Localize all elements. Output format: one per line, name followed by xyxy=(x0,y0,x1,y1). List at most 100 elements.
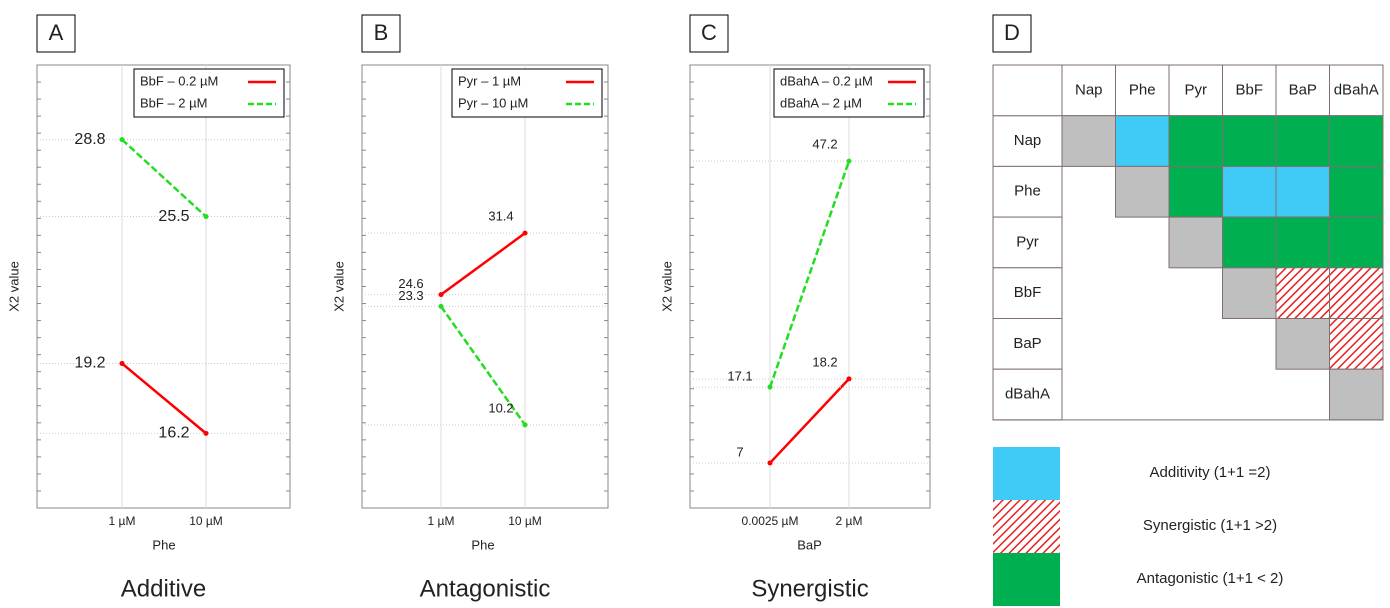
series-line xyxy=(768,160,851,388)
value-label: 16.2 xyxy=(158,425,189,442)
matrix-cell xyxy=(1168,165,1223,218)
legend-label: Antagonistic (1+1 < 2) xyxy=(1137,570,1284,587)
y-axis-title: X2 value xyxy=(6,261,21,312)
matrix-border xyxy=(992,64,1384,421)
point xyxy=(522,422,528,428)
value-label: 47.2 xyxy=(812,137,837,152)
x-tick-label: 2 µM xyxy=(836,514,863,528)
matrix-cell xyxy=(1115,165,1170,218)
header-cell xyxy=(992,216,1063,269)
series-line xyxy=(439,305,527,426)
point xyxy=(203,430,209,436)
legend-label: BbF – 0.2 µM xyxy=(140,73,218,88)
matrix-cell xyxy=(1061,115,1116,167)
legend-label: Synergistic (1+1 >2) xyxy=(1143,517,1277,534)
matrix-cell xyxy=(1329,318,1384,370)
matrix-cell xyxy=(1329,216,1384,269)
x-axis-title: Phe xyxy=(471,537,494,552)
header-cell xyxy=(992,318,1063,370)
panel-caption: Antagonistic xyxy=(420,575,551,602)
series-line xyxy=(769,377,850,464)
x-tick-label: 1 µM xyxy=(428,514,455,528)
point xyxy=(522,230,528,236)
matrix-cell xyxy=(1275,267,1330,319)
matrix-cell xyxy=(1329,368,1384,421)
x-tick-label: 10 µM xyxy=(508,514,542,528)
column-label: BbF xyxy=(1235,81,1263,98)
header-cell xyxy=(992,267,1063,319)
y-axis-title: X2 value xyxy=(331,261,346,312)
legend-label: Pyr – 1 µM xyxy=(458,73,521,88)
series-line xyxy=(121,138,207,218)
legend-box xyxy=(773,68,925,118)
matrix-cell xyxy=(1222,216,1277,269)
column-label: dBahA xyxy=(1334,81,1379,98)
panel-letter: A xyxy=(49,20,64,45)
panel-letter: D xyxy=(1004,20,1020,45)
legend-box xyxy=(133,68,285,118)
point xyxy=(119,137,125,143)
matrix-cell xyxy=(1222,115,1277,167)
matrix-cell xyxy=(1275,115,1330,167)
legend-label: BbF – 2 µM xyxy=(140,95,207,110)
x-axis-title: BaP xyxy=(797,537,822,552)
value-label: 18.2 xyxy=(812,354,837,369)
matrix-cell xyxy=(1115,115,1170,167)
x-tick-label: 1 µM xyxy=(109,514,136,528)
column-label: BaP xyxy=(1289,81,1317,98)
series-line xyxy=(440,232,526,296)
value-label: 28.8 xyxy=(74,131,105,148)
value-label: 10.2 xyxy=(488,400,513,415)
value-label: 31.4 xyxy=(488,209,513,224)
value-label: 24.6 xyxy=(398,276,423,291)
matrix-cell xyxy=(1275,165,1330,218)
panel-letter-box xyxy=(36,14,76,53)
value-label: 7 xyxy=(736,444,743,459)
point xyxy=(438,292,444,298)
point xyxy=(203,214,209,220)
column-label: Phe xyxy=(1129,81,1156,98)
panel-letter: B xyxy=(374,20,389,45)
x-axis-title: Phe xyxy=(152,537,175,552)
matrix-cell xyxy=(1168,216,1223,269)
value-label: 25.5 xyxy=(158,208,189,225)
matrix-cell xyxy=(1222,267,1277,319)
row-label: BaP xyxy=(1013,335,1041,352)
point xyxy=(846,376,852,382)
point xyxy=(438,303,444,309)
column-label: Nap xyxy=(1075,81,1103,98)
corner-cell xyxy=(992,64,1063,117)
value-label: 17.1 xyxy=(727,369,752,384)
x-tick-label: 0.0025 µM xyxy=(742,514,799,528)
point xyxy=(767,384,773,390)
row-label: dBahA xyxy=(1005,386,1050,403)
point xyxy=(846,158,852,164)
row-label: Pyr xyxy=(1016,233,1039,250)
header-cell xyxy=(992,368,1063,421)
panel-caption: Synergistic xyxy=(751,575,868,602)
legend-swatch xyxy=(993,553,1060,606)
legend-label: Additivity (1+1 =2) xyxy=(1150,464,1271,481)
series-line xyxy=(121,362,207,435)
matrix-cell xyxy=(1275,216,1330,269)
legend-label: dBahA – 2 µM xyxy=(780,95,862,110)
matrix-cell xyxy=(1222,165,1277,218)
panel-letter: C xyxy=(701,20,717,45)
value-label: 19.2 xyxy=(74,355,105,372)
point xyxy=(119,360,125,366)
panel-letter-box xyxy=(689,14,729,53)
header-cell xyxy=(992,165,1063,218)
plot-area xyxy=(689,64,931,509)
legend-swatch xyxy=(993,447,1060,500)
row-label: Nap xyxy=(1014,132,1042,149)
legend-swatch xyxy=(993,500,1060,553)
header-cell xyxy=(1061,64,1116,117)
matrix-cell xyxy=(1275,318,1330,370)
header-cell xyxy=(1115,64,1170,117)
column-label: Pyr xyxy=(1185,81,1208,98)
point xyxy=(767,460,773,466)
matrix-cell xyxy=(1329,165,1384,218)
panel-letter-box xyxy=(992,14,1032,53)
